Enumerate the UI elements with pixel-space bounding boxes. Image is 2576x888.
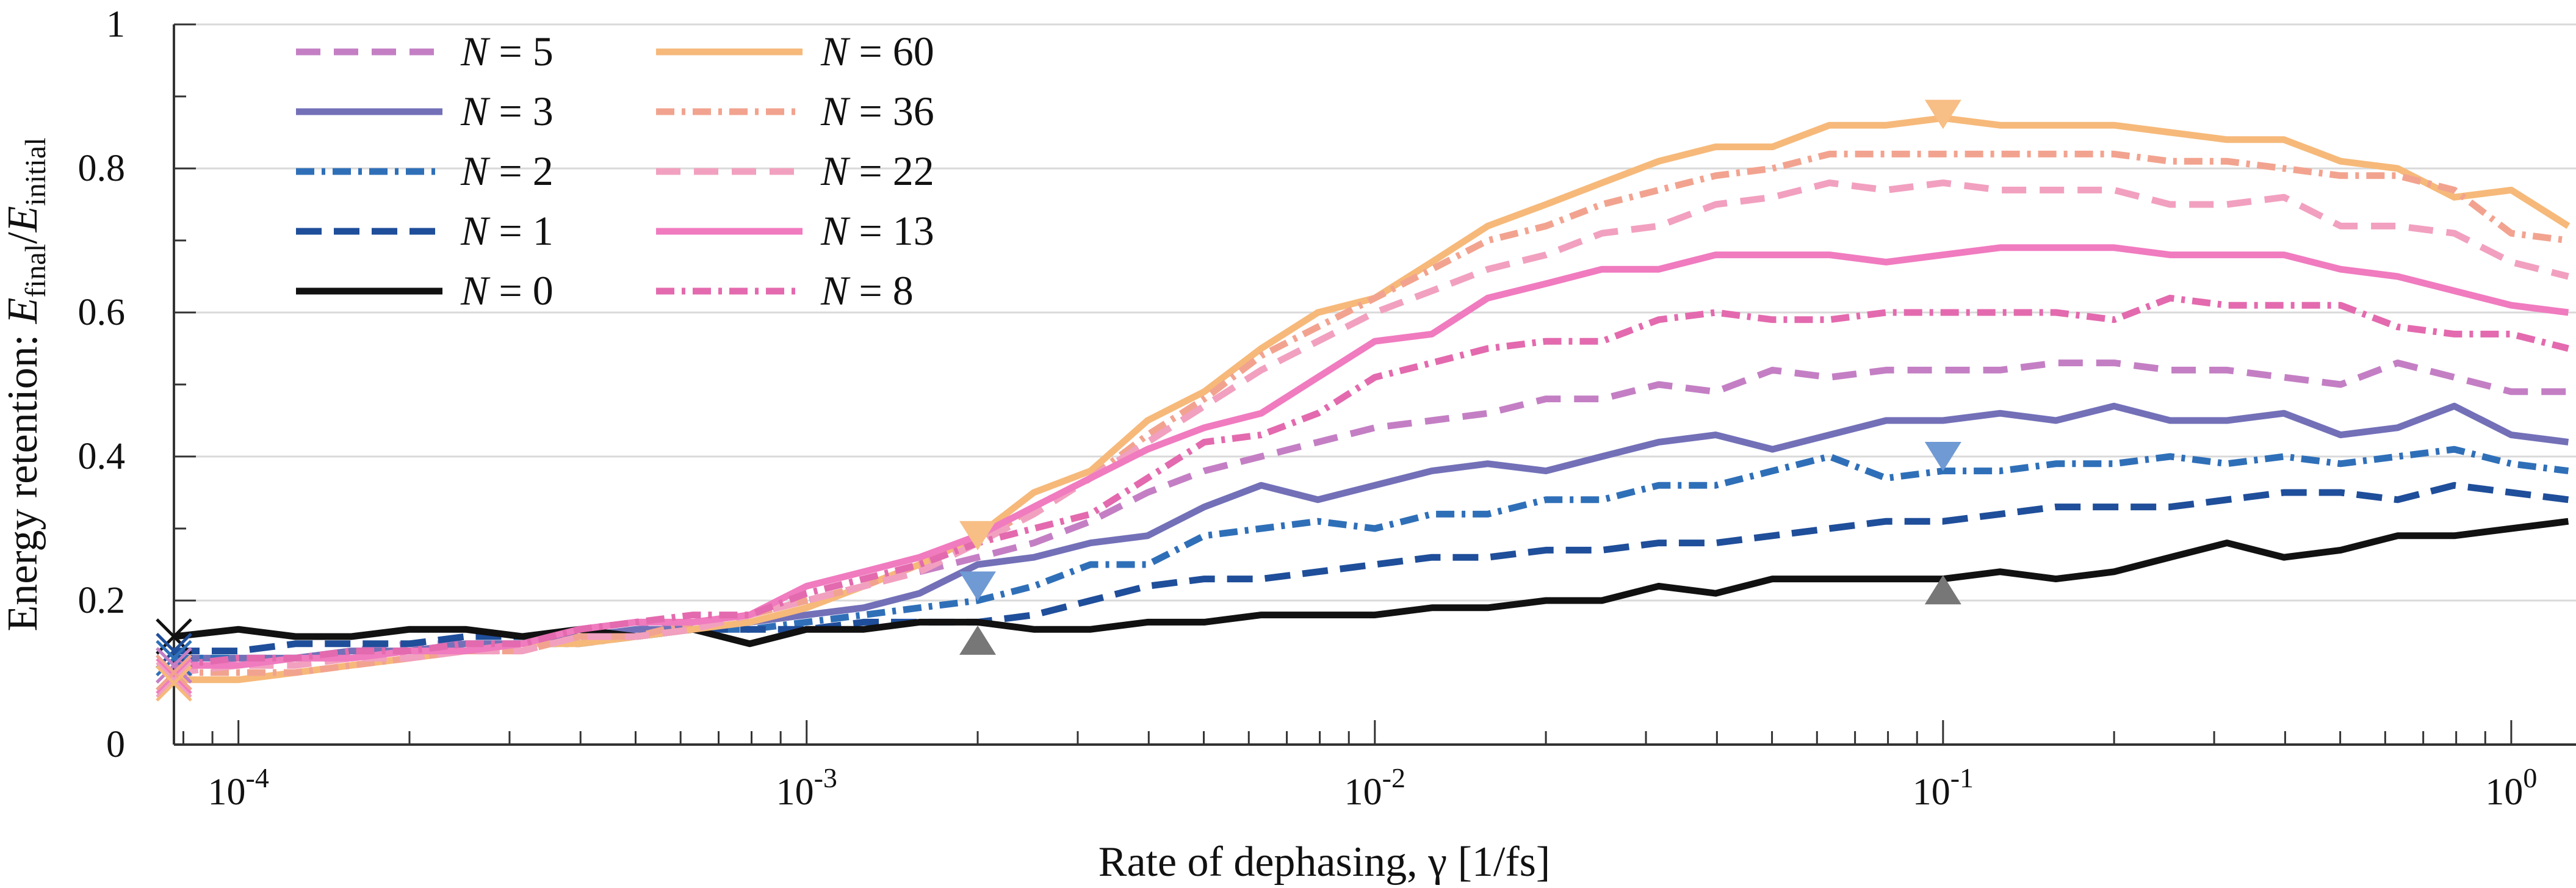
triangle-up-marker: [1924, 575, 1961, 605]
legend-item-n1: N = 1: [296, 208, 554, 254]
legend-item-n22: N = 22: [656, 148, 934, 194]
y-tick-label: 0.6: [78, 292, 126, 333]
series-lines: [174, 114, 2571, 684]
series-line-n1: [174, 482, 2569, 655]
legend-item-n3: N = 3: [296, 88, 554, 134]
legend-label: N = 3: [460, 88, 554, 134]
series-line-n3: [174, 402, 2569, 662]
legend-item-n8: N = 8: [656, 267, 914, 314]
x-tick-label: 10-4: [208, 762, 269, 813]
series-line-n8: [174, 294, 2569, 669]
y-tick-label: 0.8: [78, 148, 126, 189]
legend: N = 5 N = 3 N = 2 N = 1 N = 0 N = 60 N = 36 N =…: [296, 28, 934, 314]
legend-label: N = 5: [460, 28, 554, 74]
x-tick-label: 100: [2485, 762, 2537, 813]
legend-label: N = 13: [820, 208, 934, 254]
y-tick-label: 1: [106, 4, 125, 45]
start-x-marker: [156, 662, 192, 698]
x-axis-label: Rate of dephasing, γ [1/fs]: [1099, 839, 1550, 886]
series-line-n22: [174, 179, 2569, 676]
legend-item-n0: N = 0: [296, 267, 554, 314]
legend-label: N = 1: [460, 208, 554, 254]
legend-label: N = 22: [820, 148, 934, 194]
series-line-n36: [174, 150, 2569, 676]
legend-item-n60: N = 60: [656, 28, 934, 74]
grid-lines: [174, 23, 2576, 602]
axes: 0 0.2 0.4 0.6 0.8 1 10-4 10-3 10-2 10-1 100: [78, 4, 2576, 813]
x-tick-label: 10-2: [1344, 762, 1405, 813]
series-line-n0: [174, 518, 2569, 648]
x-tick-label: 10-1: [1913, 762, 1974, 813]
legend-item-n2: N = 2: [296, 148, 554, 194]
series-line-n2: [174, 446, 2569, 662]
legend-item-n13: N = 13: [656, 208, 934, 254]
legend-label: N = 0: [460, 267, 554, 314]
triangle-down-marker: [959, 521, 997, 550]
markers: [156, 99, 1961, 702]
y-tick-label: 0.4: [78, 436, 126, 477]
start-x-marker: [156, 647, 192, 684]
triangle-down-marker: [1924, 442, 1961, 471]
start-x-marker: [156, 658, 192, 695]
legend-item-n5: N = 5: [296, 28, 554, 74]
legend-label: N = 8: [820, 267, 914, 314]
start-x-marker: [156, 654, 192, 691]
y-tick-label: 0: [106, 724, 125, 765]
legend-item-n36: N = 36: [656, 88, 934, 134]
legend-label: N = 2: [460, 148, 554, 194]
series-line-n5: [174, 359, 2569, 669]
start-x-marker: [156, 665, 192, 702]
y-tick-label: 0.2: [78, 580, 126, 621]
x-tick-label: 10-3: [776, 762, 837, 813]
y-axis-label: Energy retention: Efinal/Einitial: [0, 137, 52, 631]
legend-label: N = 60: [820, 28, 934, 74]
legend-label: N = 36: [820, 88, 934, 134]
triangle-down-marker: [959, 571, 997, 601]
triangle-up-marker: [959, 625, 997, 655]
y-label-prefix: Energy retention:: [0, 323, 46, 631]
triangle-down-marker: [1924, 99, 1961, 129]
